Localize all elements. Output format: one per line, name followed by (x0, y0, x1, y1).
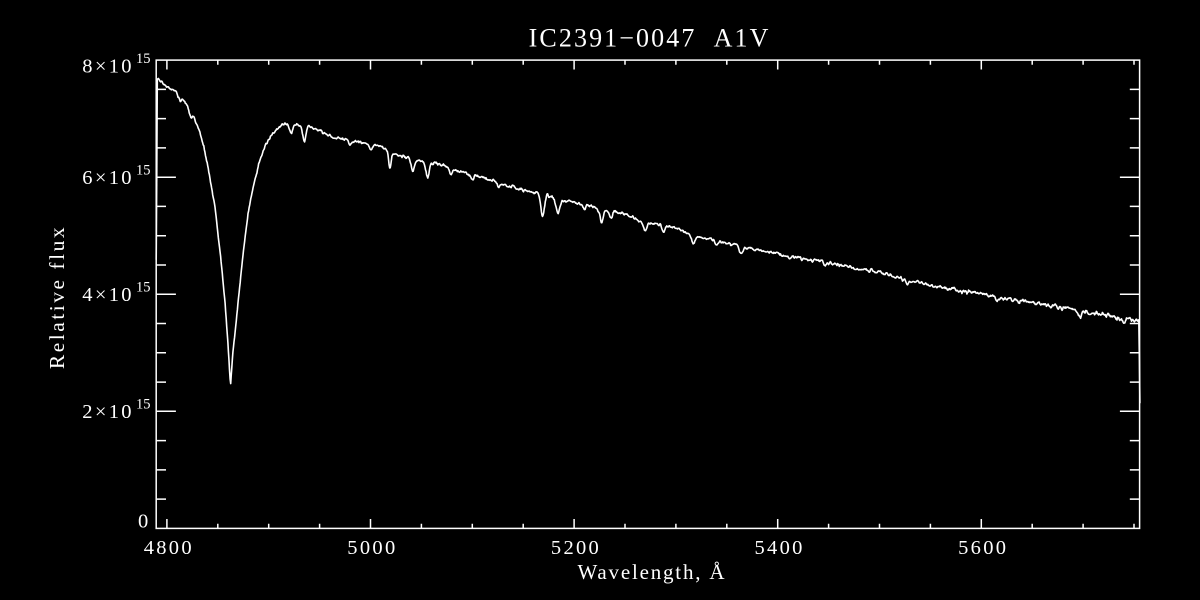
svg-text:5200: 5200 (551, 537, 601, 559)
svg-text:5000: 5000 (347, 537, 397, 559)
svg-text:8×10: 8×10 (82, 56, 134, 78)
svg-text:IC2391−0047 A1V: IC2391−0047 A1V (529, 24, 771, 53)
svg-text:Wavelength, Å: Wavelength, Å (577, 560, 726, 584)
svg-text:15: 15 (136, 279, 151, 295)
svg-text:4800: 4800 (144, 537, 194, 559)
svg-text:15: 15 (136, 163, 151, 179)
svg-text:5600: 5600 (958, 537, 1008, 559)
svg-text:5400: 5400 (754, 537, 804, 559)
svg-text:6×10: 6×10 (82, 167, 134, 189)
svg-text:2×10: 2×10 (82, 401, 134, 423)
svg-text:Relative flux: Relative flux (45, 225, 69, 369)
svg-text:15: 15 (136, 51, 151, 67)
svg-text:4×10: 4×10 (82, 284, 134, 306)
svg-text:0: 0 (138, 511, 148, 533)
svg-text:15: 15 (136, 397, 151, 413)
